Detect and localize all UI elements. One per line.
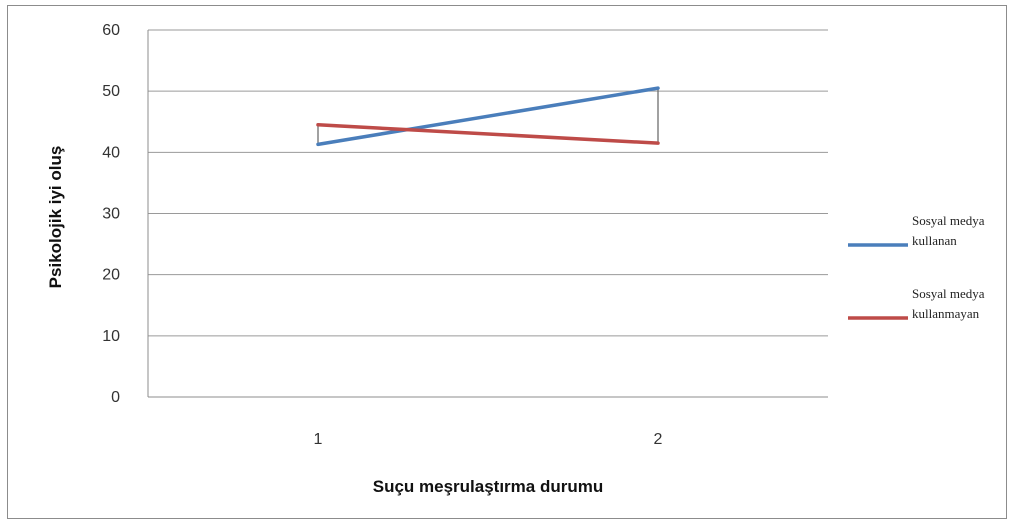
legend-label: Sosyal medya	[912, 213, 985, 228]
series-lines	[316, 86, 660, 147]
series-line	[316, 123, 660, 145]
y-tick-label: 10	[102, 328, 120, 345]
legend-label: Sosyal medya	[912, 286, 985, 301]
legend-label: kullanan	[912, 233, 957, 248]
y-tick-label: 60	[102, 22, 120, 39]
series-line	[316, 86, 660, 147]
gridlines	[148, 29, 828, 398]
x-axis-title: Suçu meşrulaştırma durumu	[373, 477, 604, 496]
y-tick-label: 50	[102, 83, 120, 100]
legend: Sosyal medya kullanan Sosyal medya kullanma…	[848, 213, 985, 321]
y-tick-label: 40	[102, 144, 120, 161]
y-axis-title: Psikolojik iyi oluş	[46, 146, 65, 289]
y-tick-label: 0	[111, 389, 120, 406]
x-tick-label: 2	[654, 431, 663, 448]
legend-label: kullanmayan	[912, 306, 980, 321]
high-low-lines	[317, 88, 659, 145]
y-tick-label: 30	[102, 206, 120, 223]
x-tick-label: 1	[314, 431, 323, 448]
y-tick-label: 20	[102, 267, 120, 284]
y-tick-labels: 0 10 20 30 40 50 60	[102, 22, 120, 406]
